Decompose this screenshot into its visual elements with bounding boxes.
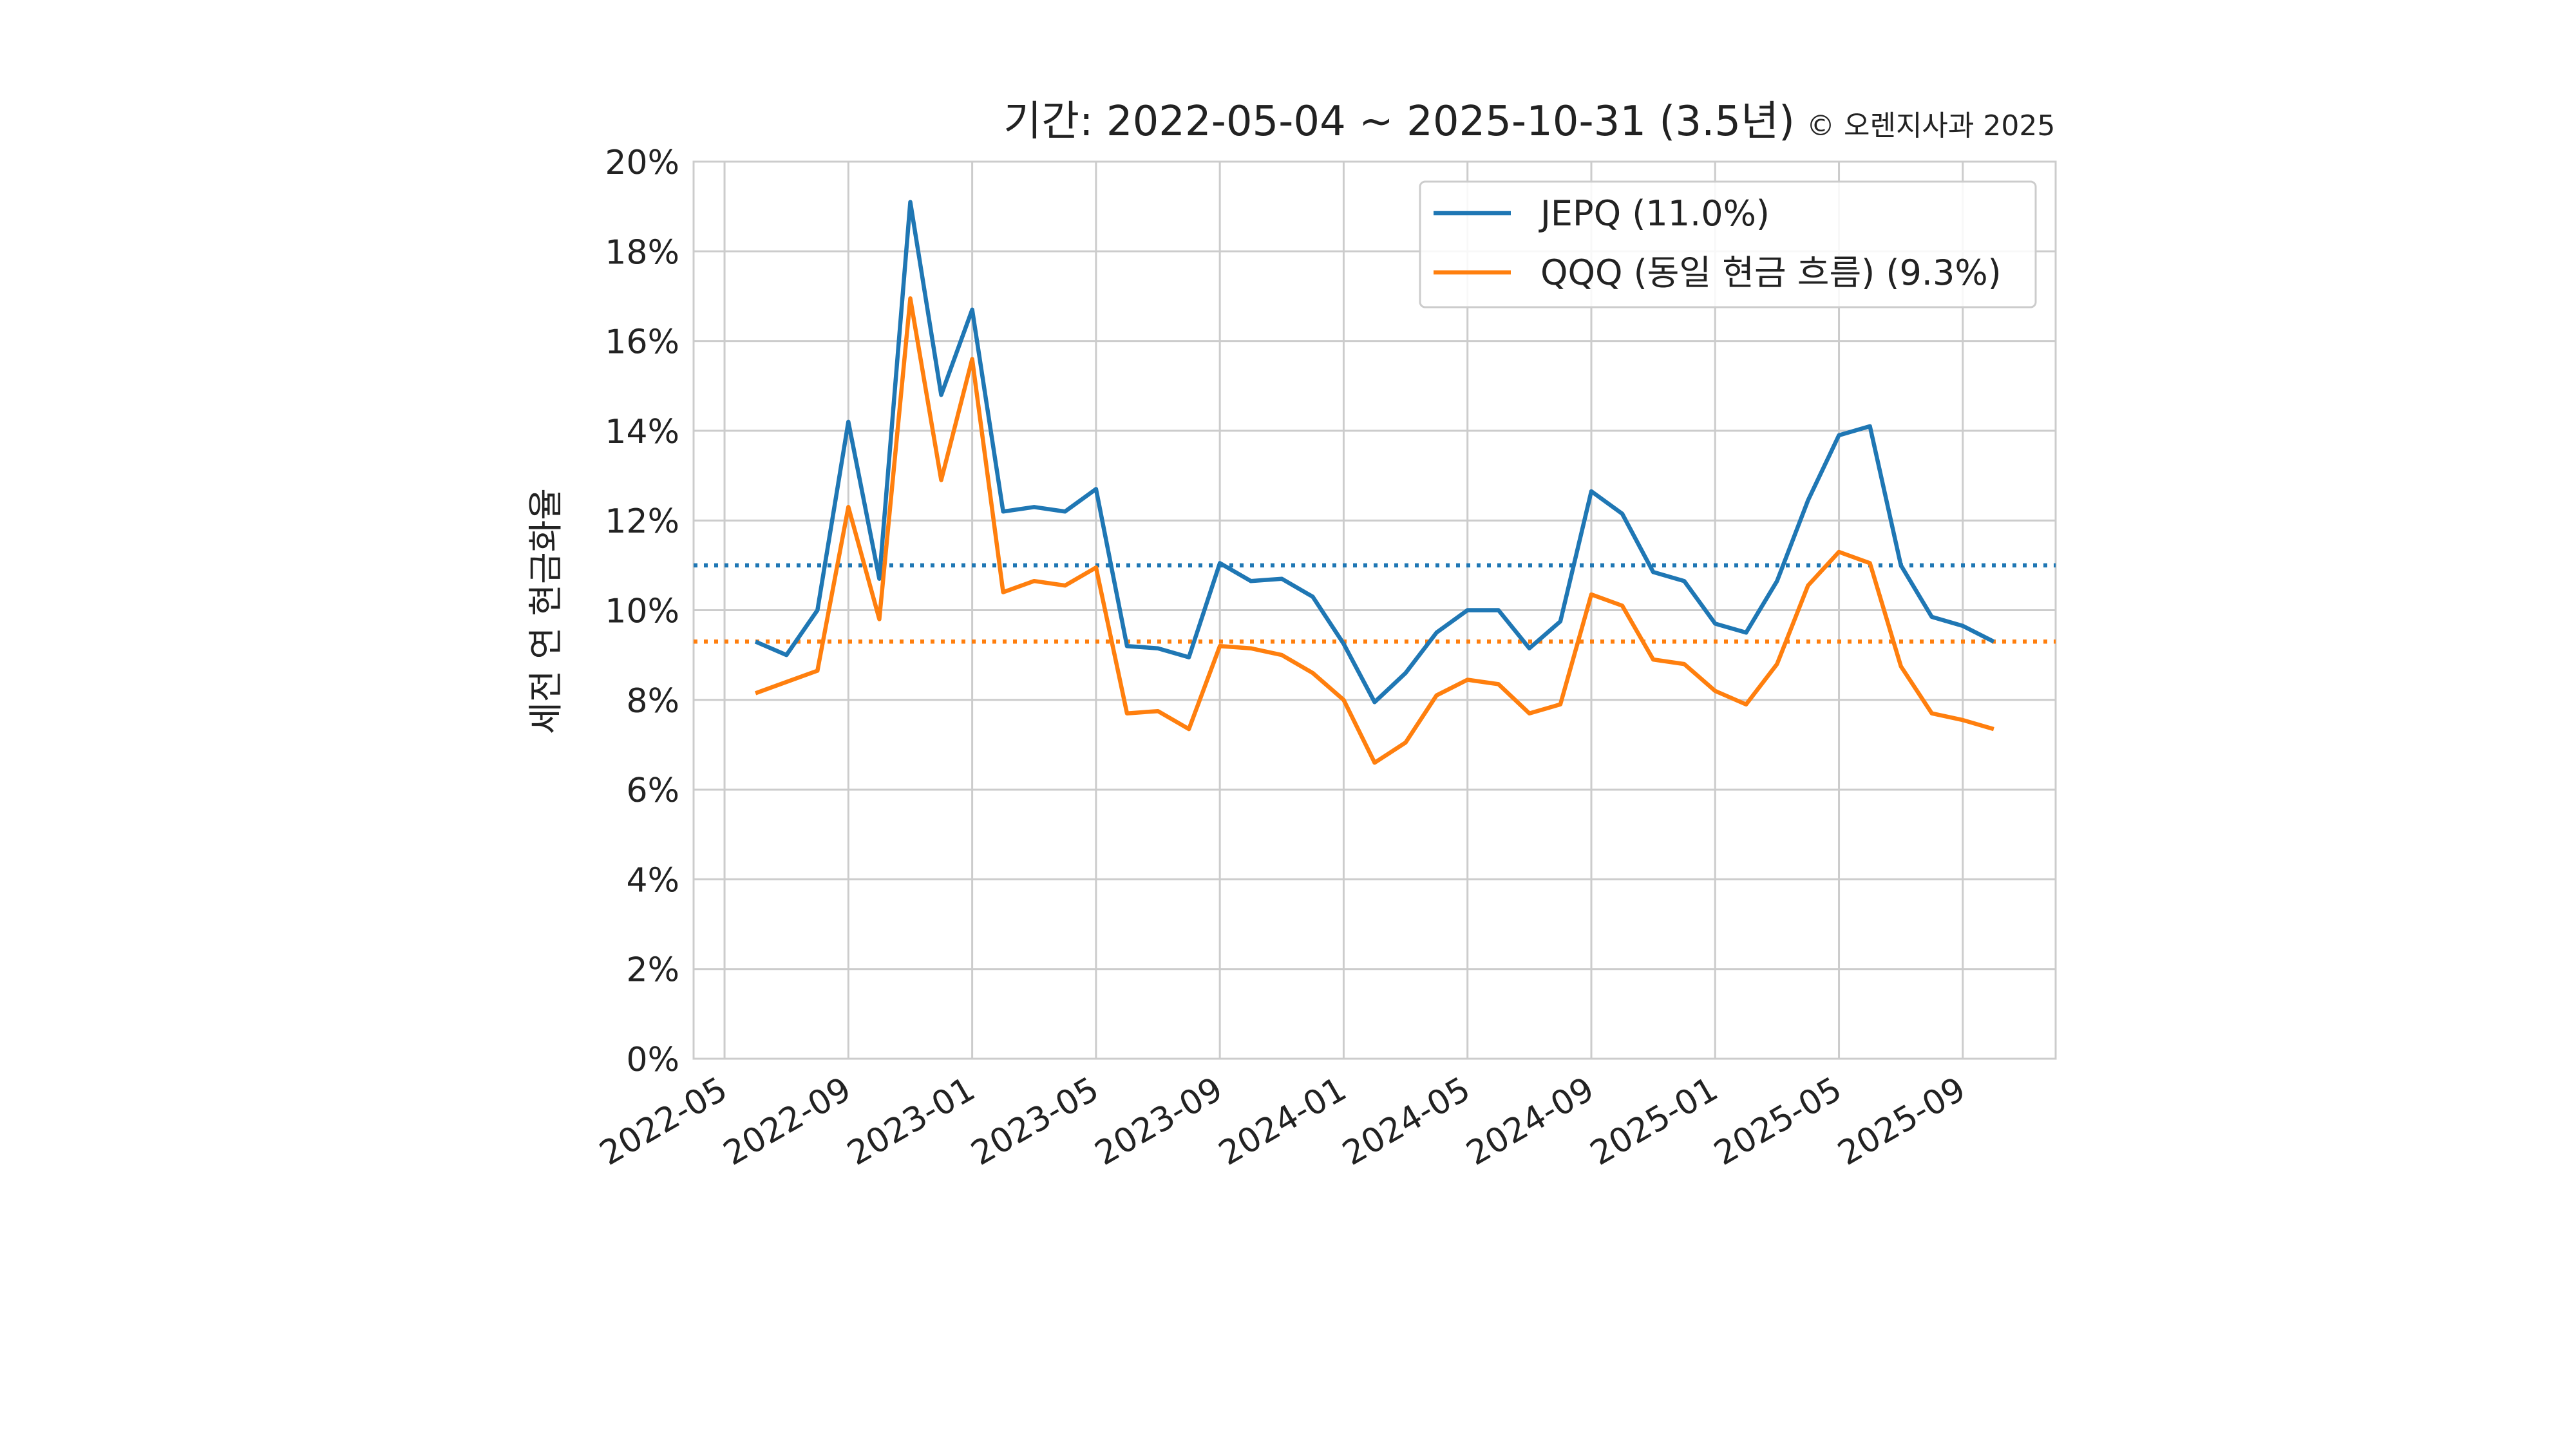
y-tick-label: 20%	[605, 144, 679, 182]
y-tick-label: 2%	[627, 951, 680, 990]
chart-subtitle: © 오렌지사과 2025	[1806, 109, 2055, 142]
y-tick-label: 0%	[627, 1041, 680, 1079]
plot-frame	[692, 160, 2057, 1060]
y-tick-label: 6%	[627, 772, 680, 810]
legend-label: JEPQ (11.0%)	[1539, 193, 1770, 234]
data-line	[754, 200, 1995, 705]
y-tick-label: 14%	[605, 413, 679, 451]
y-tick-label: 16%	[605, 323, 679, 362]
data-line	[754, 296, 1994, 765]
legend-label: QQQ (동일 현금 흐름) (9.3%)	[1540, 252, 2002, 293]
y-tick-label: 12%	[605, 502, 679, 541]
chart-title: 기간: 2022-05-04 ~ 2025-10-31 (3.5년)	[1003, 98, 1795, 146]
y-tick-label: 4%	[627, 861, 680, 900]
y-tick-label: 18%	[605, 233, 679, 272]
y-tick-label: 8%	[627, 682, 680, 721]
y-tick-label: 10%	[605, 592, 679, 631]
y-axis-label: 세전 연 현금화율	[526, 488, 566, 734]
legend-box	[1419, 180, 2037, 308]
